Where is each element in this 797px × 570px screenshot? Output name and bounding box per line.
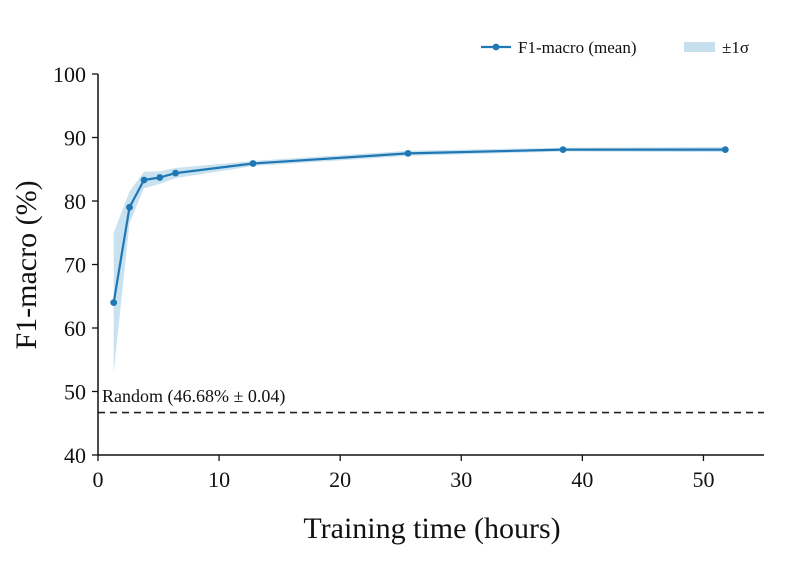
x-tick-label: 0 <box>93 467 104 492</box>
y-tick-label: 50 <box>64 380 86 405</box>
y-tick-label: 40 <box>64 443 86 468</box>
std-band-layer <box>113 147 726 373</box>
y-tick-label: 60 <box>64 316 86 341</box>
x-tick-label: 10 <box>208 467 230 492</box>
data-point <box>559 146 567 154</box>
legend-label-mean: F1-macro (mean) <box>518 38 636 57</box>
data-point <box>110 299 118 306</box>
legend-label-band: ±1σ <box>722 38 749 57</box>
series-line-layer <box>110 146 729 306</box>
y-tick-label: 100 <box>53 62 86 87</box>
data-point <box>249 160 257 167</box>
data-point <box>172 169 179 177</box>
data-point <box>721 146 729 154</box>
x-tick-label: 40 <box>571 467 593 492</box>
baseline-label: Random (46.68% ± 0.04) <box>102 386 285 407</box>
std-band <box>113 147 726 373</box>
x-tick-label: 30 <box>450 467 472 492</box>
y-tick-label: 80 <box>64 189 86 214</box>
data-point <box>126 203 133 211</box>
y-tick-label: 70 <box>64 253 86 278</box>
y-tick-label: 90 <box>64 126 86 151</box>
legend: F1-macro (mean) ±1σ <box>481 38 749 57</box>
data-point <box>156 174 164 181</box>
x-axis-title: Training time (hours) <box>303 512 560 545</box>
y-axis-title: F1-macro (%) <box>10 180 43 349</box>
legend-band-swatch <box>684 42 715 52</box>
legend-marker-swatch <box>492 43 500 51</box>
data-point <box>404 150 412 157</box>
data-point <box>140 176 148 184</box>
ticks-layer: 0 10 20 30 40 50 40 50 60 70 80 90 100 <box>53 62 714 492</box>
x-tick-label: 50 <box>692 467 714 492</box>
x-tick-label: 20 <box>329 467 351 492</box>
